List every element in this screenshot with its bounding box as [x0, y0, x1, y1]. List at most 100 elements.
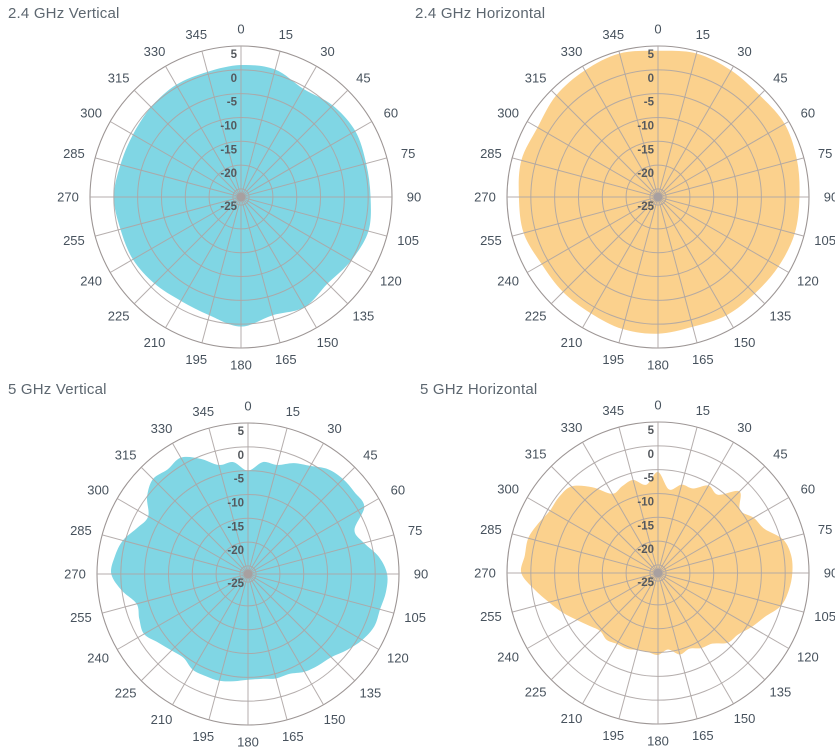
angle-label-150: 150	[734, 711, 756, 726]
angle-label-195: 195	[602, 352, 624, 367]
angle-label-75: 75	[818, 522, 832, 537]
angle-label-105: 105	[814, 609, 835, 624]
angle-label-315: 315	[108, 71, 130, 86]
radial-label-5: 5	[238, 426, 245, 438]
angle-label-75: 75	[818, 146, 832, 161]
angle-label-345: 345	[602, 27, 624, 42]
radial-label--20: -20	[220, 168, 237, 180]
angle-label-180: 180	[647, 734, 669, 749]
angle-label-30: 30	[737, 420, 751, 435]
radial-label--20: -20	[637, 544, 654, 556]
angle-label-165: 165	[692, 728, 714, 743]
angle-label-75: 75	[408, 523, 422, 538]
angle-label-345: 345	[602, 403, 624, 418]
center-dot	[653, 568, 663, 578]
grid-spoke	[526, 572, 659, 649]
angle-label-45: 45	[773, 447, 787, 462]
angle-label-255: 255	[480, 609, 502, 624]
chart-title-24ghz-vertical: 2.4 GHz Vertical	[8, 5, 120, 22]
grid-spoke	[247, 573, 288, 720]
angle-label-300: 300	[497, 482, 519, 497]
grid-spoke	[657, 51, 698, 198]
angle-label-330: 330	[561, 420, 583, 435]
angle-label-30: 30	[737, 44, 751, 59]
angle-label-15: 15	[696, 27, 710, 42]
center-dot	[236, 192, 246, 202]
grid-spoke	[240, 196, 349, 305]
angle-label-315: 315	[115, 448, 137, 463]
polar-chart-2-4-ghz-vertical: 0 15 30 45 60 75 90 105 120 135 150 165 180 195 210 225…	[57, 22, 421, 373]
grid-spoke	[240, 121, 373, 198]
grid-spoke	[618, 196, 659, 343]
angle-label-60: 60	[391, 483, 405, 498]
angle-label-150: 150	[734, 335, 756, 350]
angle-label-90: 90	[824, 190, 835, 205]
grid-spoke	[140, 573, 249, 682]
grid-spoke	[512, 572, 659, 613]
polar-chart-2-4-ghz-horizontal: 0 15 30 45 60 75 90 105 120 135 150 165 180 195 210 225…	[474, 22, 835, 373]
grid-spoke	[657, 196, 698, 343]
angle-label-135: 135	[770, 308, 792, 323]
radial-label--10: -10	[637, 497, 654, 509]
angle-label-180: 180	[647, 358, 669, 373]
angle-label-105: 105	[404, 610, 426, 625]
angle-label-180: 180	[237, 735, 259, 750]
angle-label-90: 90	[407, 190, 421, 205]
angle-label-210: 210	[144, 335, 166, 350]
angle-label-330: 330	[561, 44, 583, 59]
angle-label-240: 240	[497, 650, 519, 665]
angle-label-285: 285	[63, 146, 85, 161]
chart-title-24ghz-horizontal: 2.4 GHz Horizontal	[415, 5, 546, 22]
chart-title-5ghz-vertical: 5 GHz Vertical	[8, 381, 107, 398]
grid-spoke	[247, 498, 380, 575]
angle-label-255: 255	[63, 233, 85, 248]
grid-spoke	[240, 65, 317, 198]
angle-label-0: 0	[654, 22, 661, 37]
radial-label--15: -15	[637, 520, 654, 532]
grid-spoke	[550, 89, 659, 198]
radial-label--15: -15	[220, 144, 237, 156]
radial-label--15: -15	[227, 521, 244, 533]
radial-label--25: -25	[637, 201, 654, 213]
grid-spoke	[657, 89, 766, 198]
angle-label-150: 150	[324, 712, 346, 727]
radial-label--25: -25	[227, 578, 244, 590]
angle-label-210: 210	[561, 335, 583, 350]
angle-label-195: 195	[185, 352, 207, 367]
grid-spoke	[109, 121, 242, 198]
grid-spoke	[657, 121, 790, 198]
radial-label--10: -10	[227, 498, 244, 510]
angle-label-315: 315	[525, 447, 547, 462]
angle-label-300: 300	[87, 483, 109, 498]
radial-label--10: -10	[637, 121, 654, 133]
grid-spoke	[102, 534, 249, 575]
grid-spoke	[247, 573, 394, 614]
pattern-fill	[520, 471, 793, 655]
grid-spoke	[657, 572, 734, 705]
angle-label-255: 255	[480, 233, 502, 248]
angle-label-210: 210	[561, 711, 583, 726]
grid-spoke	[657, 196, 804, 237]
grid-spoke	[172, 573, 249, 706]
radial-label--5: -5	[644, 97, 655, 109]
angle-label-195: 195	[602, 728, 624, 743]
radial-label--20: -20	[227, 545, 244, 557]
angle-label-135: 135	[770, 684, 792, 699]
angle-label-285: 285	[70, 523, 92, 538]
angle-label-255: 255	[70, 610, 92, 625]
angle-label-90: 90	[414, 567, 428, 582]
angle-label-60: 60	[801, 482, 815, 497]
radial-label--25: -25	[220, 201, 237, 213]
radial-label-0: 0	[231, 73, 237, 85]
radial-label-0: 0	[648, 73, 654, 85]
angle-label-105: 105	[814, 233, 835, 248]
angle-label-270: 270	[474, 566, 496, 581]
grid-spoke	[201, 51, 242, 198]
center-dot	[653, 192, 663, 202]
grid-spoke	[550, 196, 659, 305]
grid-spoke	[95, 196, 242, 237]
grid-spoke	[240, 157, 387, 198]
grid-spoke	[512, 157, 659, 198]
grid-spoke	[165, 196, 242, 329]
